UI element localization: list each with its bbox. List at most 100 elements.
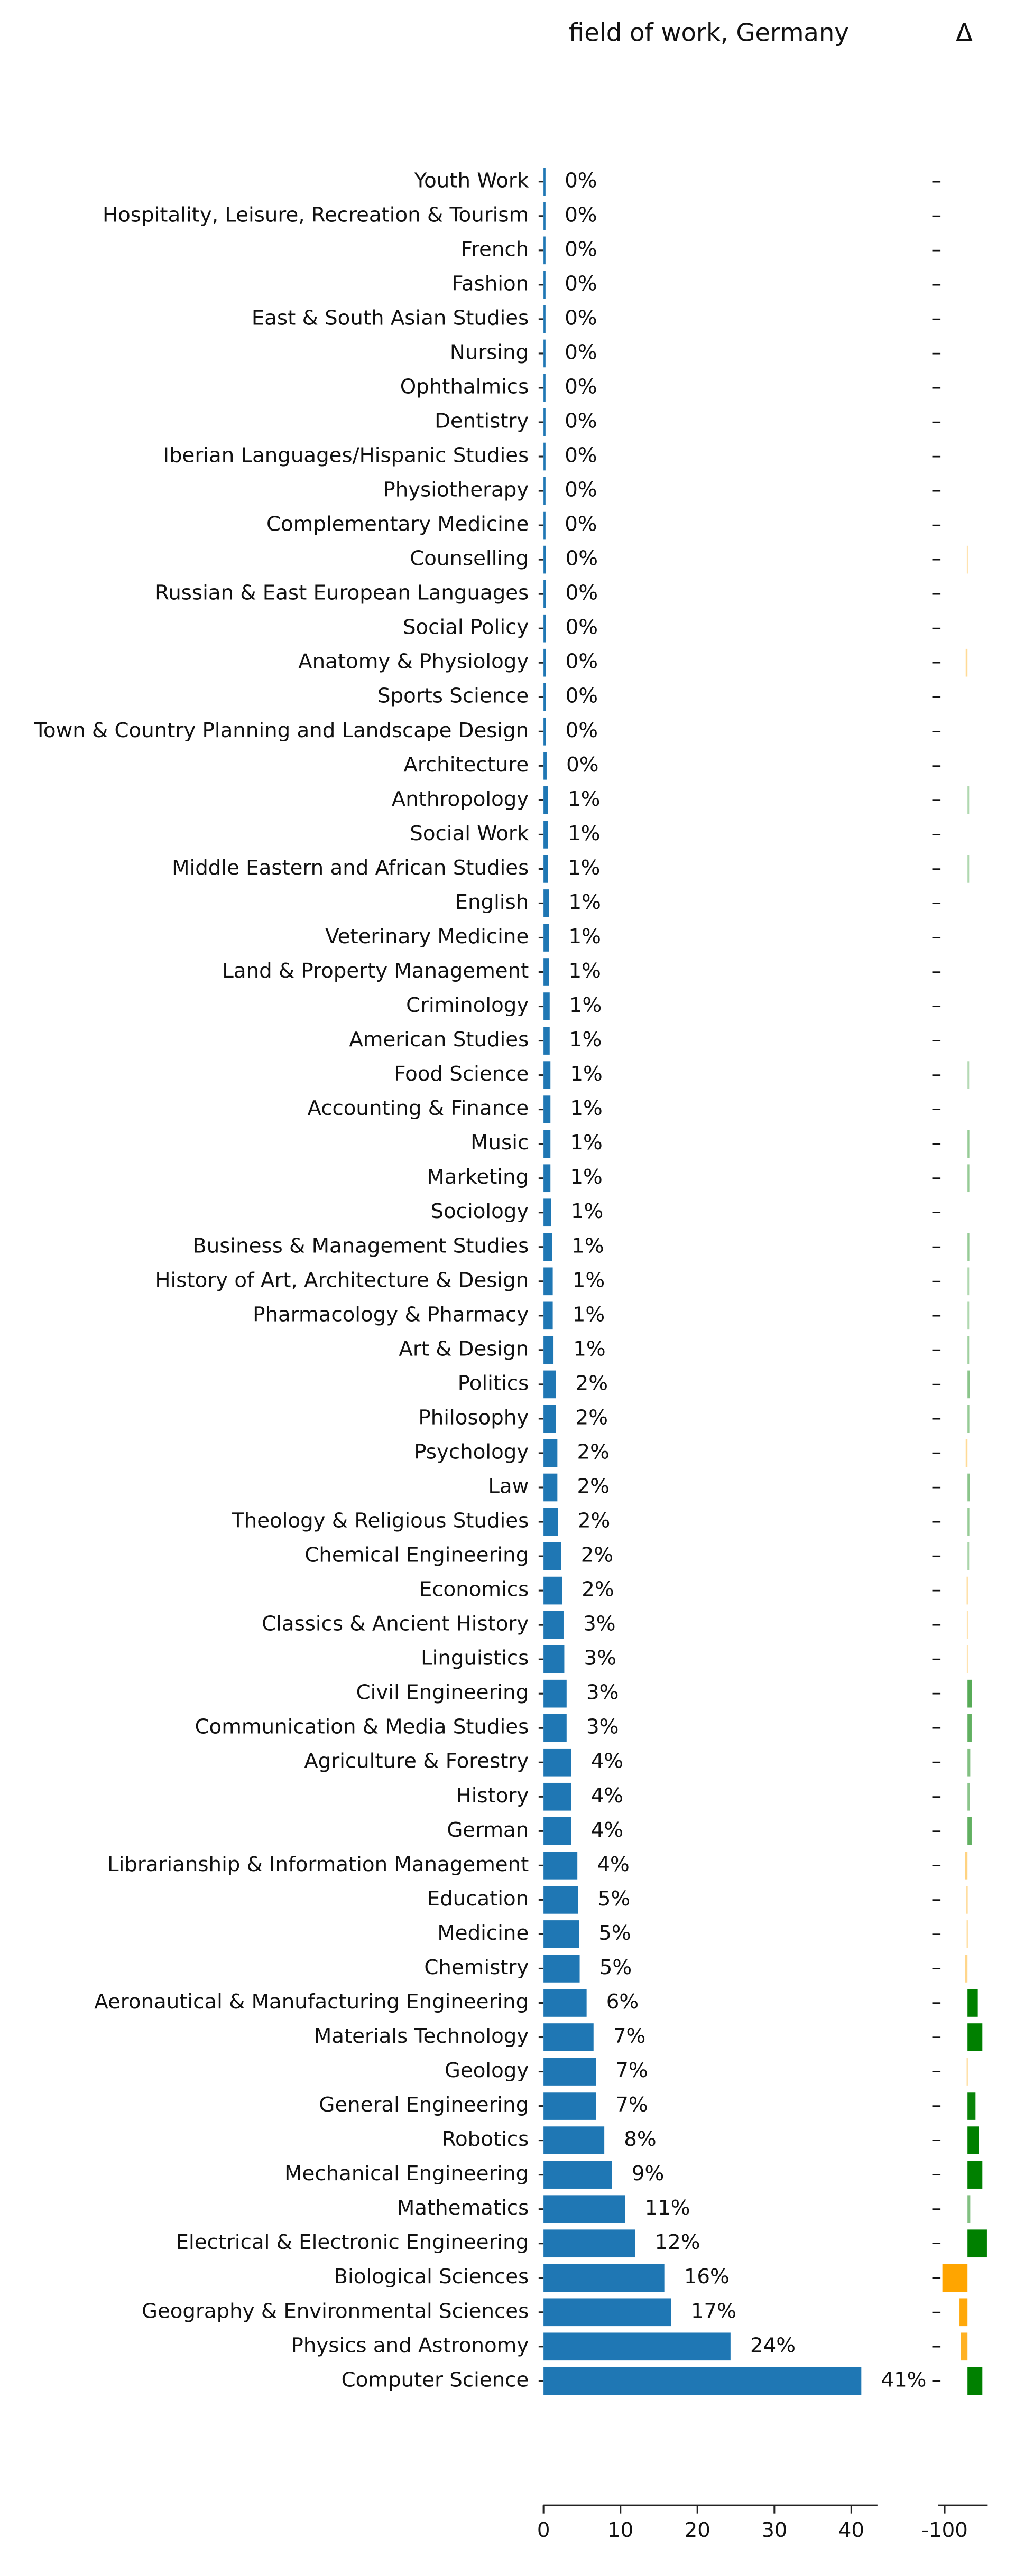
value-label: 1% — [571, 1199, 603, 1223]
delta-label: – — [931, 272, 942, 295]
bar — [543, 1645, 565, 1673]
bar — [543, 2058, 596, 2086]
bar — [543, 339, 546, 368]
delta-bar — [966, 1611, 968, 1639]
delta-label: – — [931, 1028, 942, 1052]
bar — [543, 1782, 571, 1811]
delta-label: – — [931, 1681, 942, 1705]
bar — [543, 202, 546, 230]
value-label: 1% — [573, 1337, 605, 1361]
delta-tick-label: -100 — [921, 2518, 968, 2542]
value-label: 0% — [565, 306, 597, 330]
bar — [543, 580, 546, 608]
delta-bar — [967, 1336, 970, 1364]
delta-bar — [967, 1542, 970, 1570]
delta-bar — [966, 1576, 968, 1605]
delta-bar — [967, 1714, 972, 1742]
bar — [543, 2126, 605, 2154]
bar — [543, 1164, 551, 1193]
bar — [543, 1714, 567, 1742]
bar — [543, 1095, 551, 1123]
bar — [543, 442, 546, 471]
delta-bar — [967, 2126, 979, 2154]
delta-bar — [967, 1130, 970, 1158]
y-tick-label: Iberian Languages/Hispanic Studies — [163, 444, 529, 468]
delta-label: – — [931, 2368, 942, 2392]
value-label: 2% — [577, 1440, 609, 1464]
value-label: 0% — [565, 203, 597, 227]
value-label: 3% — [583, 1612, 615, 1636]
y-tick-label: Middle Eastern and African Studies — [172, 856, 529, 880]
bar — [543, 477, 546, 505]
y-tick-label: French — [461, 237, 529, 261]
delta-label: – — [931, 1062, 942, 1086]
value-label: 0% — [565, 444, 597, 468]
bar — [543, 821, 548, 849]
value-label: 4% — [591, 1750, 623, 1773]
value-label: 0% — [566, 547, 598, 571]
delta-bar — [967, 1061, 970, 1089]
y-tick-label: Law — [488, 1474, 529, 1498]
value-label: 7% — [613, 2024, 645, 2048]
bar — [543, 1852, 578, 1880]
delta-bar — [967, 855, 970, 883]
value-label: 3% — [584, 1647, 616, 1670]
bar — [543, 1611, 564, 1639]
y-tick-label: Physiotherapy — [383, 478, 529, 502]
delta-label: – — [931, 1543, 942, 1567]
value-label: 0% — [565, 272, 597, 295]
delta-label: – — [931, 1887, 942, 1911]
y-tick-label: General Engineering — [319, 2093, 529, 2117]
y-tick-label: East & South Asian Studies — [252, 306, 529, 330]
bar — [543, 1370, 556, 1399]
delta-bar — [967, 1473, 970, 1502]
value-label: 2% — [581, 1543, 613, 1567]
value-label: 24% — [750, 2333, 796, 2357]
delta-label: – — [931, 1096, 942, 1120]
y-tick-label: Music — [470, 1131, 529, 1155]
delta-bar — [966, 1886, 968, 1914]
x-tick-label: 0 — [537, 2518, 550, 2542]
bar — [543, 1955, 580, 1983]
y-tick-label: Anthropology — [392, 787, 529, 811]
delta-label: – — [931, 340, 942, 364]
bar — [543, 1748, 571, 1777]
delta-label: – — [931, 513, 942, 536]
delta-label: – — [931, 1921, 942, 1945]
delta-bar — [966, 545, 968, 574]
bar — [543, 751, 547, 780]
delta-label: – — [931, 2265, 942, 2289]
delta-label: – — [931, 856, 942, 880]
delta-label: – — [931, 1956, 942, 1979]
bar — [543, 1061, 551, 1089]
bar — [543, 614, 546, 643]
delta-label: – — [931, 787, 942, 811]
y-tick-label: Education — [427, 1887, 529, 1911]
delta-bar — [967, 1233, 970, 1261]
y-tick-label: Robotics — [442, 2127, 529, 2151]
delta-bar — [967, 1989, 978, 2017]
bar — [543, 855, 548, 883]
y-tick-label: Marketing — [427, 1165, 529, 1189]
delta-label: – — [931, 2024, 942, 2048]
bar — [543, 717, 546, 746]
value-label: 4% — [591, 1784, 623, 1808]
delta-bar — [959, 2298, 968, 2327]
value-label: 0% — [565, 237, 597, 261]
y-tick-label: Social Policy — [403, 616, 529, 639]
delta-label: – — [931, 1578, 942, 1602]
y-tick-label: Civil Engineering — [356, 1681, 529, 1705]
bar — [543, 2332, 731, 2361]
bar — [543, 1267, 553, 1296]
value-label: 1% — [568, 959, 601, 983]
y-tick-label: Fashion — [451, 272, 529, 295]
y-tick-label: Physics and Astronomy — [291, 2333, 529, 2357]
bar — [543, 545, 546, 574]
bar — [543, 271, 546, 299]
bar — [543, 168, 546, 196]
delta-bar — [967, 1405, 970, 1433]
bar — [543, 2367, 862, 2395]
bar — [543, 2161, 612, 2189]
value-label: 1% — [569, 993, 602, 1017]
